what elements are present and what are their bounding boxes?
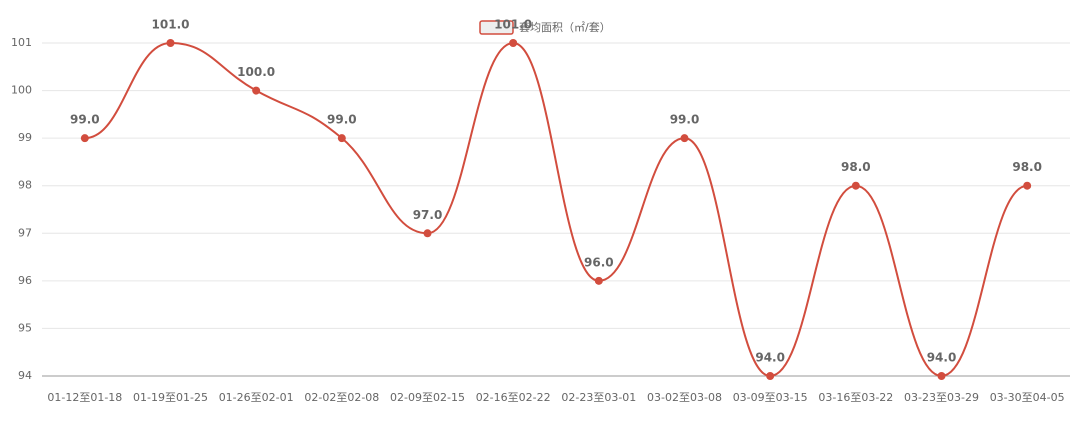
value-label: 98.0 (1012, 160, 1042, 174)
x-tick-label: 01-26至02-01 (219, 391, 294, 404)
y-tick-label: 100 (11, 84, 32, 97)
point (423, 229, 432, 238)
point (851, 181, 860, 190)
point (680, 134, 689, 143)
value-label: 99.0 (670, 113, 700, 127)
value-label: 97.0 (413, 208, 443, 222)
x-tick-label: 02-02至02-08 (304, 391, 379, 404)
point (937, 372, 946, 380)
point (1023, 181, 1032, 190)
legend-swatch (479, 20, 514, 35)
point (80, 134, 89, 143)
value-label: 100.0 (237, 65, 275, 79)
x-tick-label: 03-09至03-15 (733, 391, 808, 404)
x-tick-label: 02-23至03-01 (561, 391, 636, 404)
point (509, 39, 518, 47)
y-tick-label: 99 (18, 131, 32, 144)
legend-label: 套均面积（㎡/套） (519, 21, 611, 34)
value-label: 94.0 (927, 351, 957, 365)
value-label: 99.0 (327, 113, 357, 127)
point (594, 276, 603, 285)
x-tick-label: 03-30至04-05 (990, 391, 1065, 404)
point (252, 86, 261, 95)
y-tick-label: 94 (18, 369, 32, 382)
value-label: 94.0 (755, 351, 785, 365)
y-tick-label: 95 (18, 321, 32, 334)
point (766, 372, 775, 380)
x-tick-label: 03-16至03-22 (818, 391, 893, 404)
x-tick-label: 01-19至01-25 (133, 391, 208, 404)
value-label: 101.0 (494, 18, 532, 32)
value-label: 98.0 (841, 160, 871, 174)
x-tick-label: 02-09至02-15 (390, 391, 465, 404)
x-tick-label: 02-16至02-22 (476, 391, 551, 404)
value-label: 101.0 (152, 18, 190, 32)
x-tick-label: 03-02至03-08 (647, 391, 722, 404)
value-label: 99.0 (70, 113, 100, 127)
y-tick-label: 96 (18, 274, 32, 287)
point (337, 134, 346, 143)
y-tick-label: 98 (18, 179, 32, 192)
point (166, 39, 175, 47)
y-tick-label: 101 (11, 36, 32, 49)
x-tick-label: 03-23至03-29 (904, 391, 979, 404)
y-tick-label: 97 (18, 226, 32, 239)
value-label: 96.0 (584, 255, 614, 269)
line (84, 41, 1028, 378)
x-tick-label: 01-12至01-18 (47, 391, 122, 404)
